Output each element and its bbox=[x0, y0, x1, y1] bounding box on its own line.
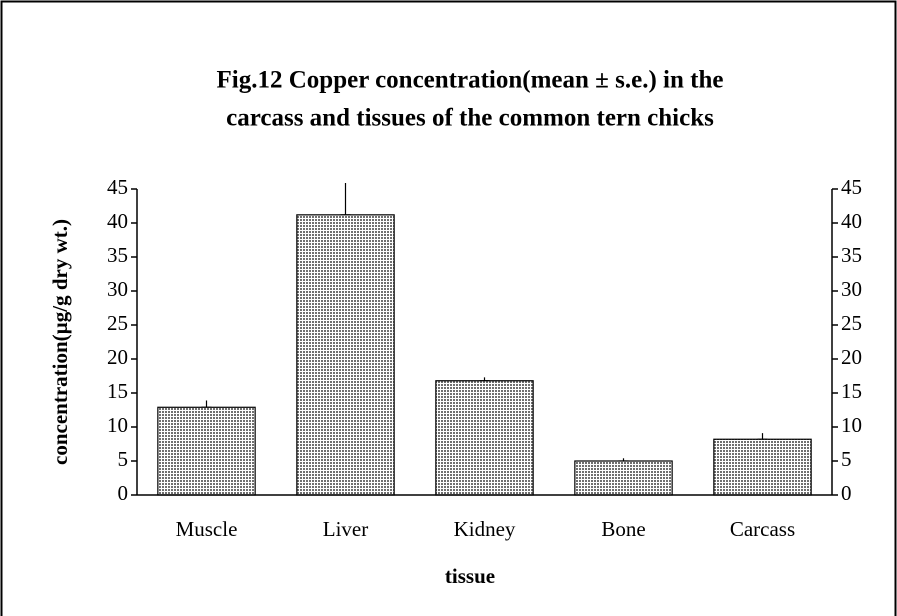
y2-tick-label: 10 bbox=[841, 413, 862, 437]
y2-tick-label: 25 bbox=[841, 311, 862, 335]
bar bbox=[574, 460, 673, 496]
chart-title: carcass and tissues of the common tern c… bbox=[226, 105, 714, 132]
y2-tick-label: 45 bbox=[841, 175, 862, 199]
y-tick-label: 30 bbox=[107, 277, 128, 301]
y2-tick-label: 30 bbox=[841, 277, 862, 301]
y-tick-label: 40 bbox=[107, 209, 128, 233]
x-tick-label: Kidney bbox=[454, 517, 516, 541]
bar bbox=[713, 438, 812, 496]
y2-tick-label: 5 bbox=[841, 447, 852, 471]
y-tick-label: 35 bbox=[107, 243, 128, 267]
x-tick-label: Muscle bbox=[176, 517, 238, 541]
y-tick-label: 20 bbox=[107, 345, 128, 369]
x-tick-label: Carcass bbox=[730, 517, 795, 541]
y2-tick-label: 0 bbox=[841, 481, 852, 505]
y-tick-label: 5 bbox=[118, 447, 129, 471]
x-tick-label: Bone bbox=[601, 517, 645, 541]
bar bbox=[435, 380, 534, 496]
y-tick-label: 10 bbox=[107, 413, 128, 437]
y-axis-label: concentration(µg/g dry wt.) bbox=[48, 219, 72, 465]
y-tick-label: 25 bbox=[107, 311, 128, 335]
chart-title: Fig.12 Copper concentration(mean ± s.e.)… bbox=[217, 67, 724, 94]
bar bbox=[296, 214, 395, 496]
y2-tick-label: 35 bbox=[841, 243, 862, 267]
y-tick-label: 45 bbox=[107, 175, 128, 199]
bar bbox=[157, 406, 256, 496]
y2-tick-label: 15 bbox=[841, 379, 862, 403]
y2-tick-label: 40 bbox=[841, 209, 862, 233]
x-axis-label: tissue bbox=[445, 564, 495, 588]
x-tick-label: Liver bbox=[323, 517, 368, 541]
y-tick-label: 15 bbox=[107, 379, 128, 403]
y-tick-label: 0 bbox=[118, 481, 129, 505]
y2-tick-label: 20 bbox=[841, 345, 862, 369]
